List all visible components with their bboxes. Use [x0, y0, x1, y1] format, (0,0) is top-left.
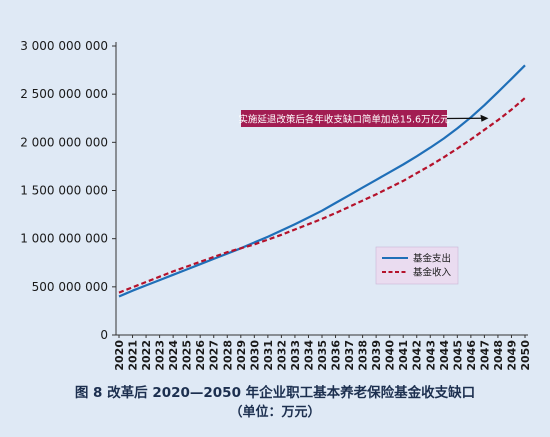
y-tick-label: 3 000 000 000 [20, 39, 108, 53]
annotation-text: 实施延退改策后各年收支缺口简单加总15.6万亿元 [238, 114, 450, 126]
x-tick-label: 2025 [181, 340, 194, 371]
y-tick-label: 2 000 000 000 [20, 135, 108, 149]
x-tick-label: 2034 [302, 340, 315, 371]
figure-caption: 图 8 改革后 2020—2050 年企业职工基本养老保险基金收支缺口 [74, 385, 476, 401]
y-tick-label: 2 500 000 000 [20, 87, 108, 101]
legend-box [375, 246, 459, 285]
annotation-arrowhead [480, 114, 489, 122]
x-tick-label: 2037 [343, 340, 356, 371]
x-tick-label: 2036 [330, 340, 343, 371]
x-tick-label: 2046 [465, 340, 478, 371]
y-tick-label: 500 000 000 [32, 280, 108, 294]
legend-label: 基金收入 [413, 267, 452, 279]
x-tick-label: 2020 [113, 340, 126, 371]
x-tick-label: 2042 [411, 340, 424, 371]
legend-label: 基金支出 [413, 253, 451, 265]
x-tick-label: 2027 [208, 340, 221, 371]
x-tick-label: 2023 [154, 340, 167, 371]
series-line-expenditure [118, 64, 526, 298]
x-tick-label: 2026 [194, 340, 207, 371]
x-tick-label: 2024 [167, 340, 180, 371]
x-tick-label: 2033 [289, 340, 302, 371]
y-tick-label: 1 500 000 000 [20, 184, 108, 198]
x-tick-label: 2028 [221, 340, 234, 371]
y-tick-label: 0 [100, 328, 108, 342]
x-tick-label: 2043 [424, 340, 437, 371]
x-tick-label: 2021 [127, 340, 140, 371]
x-tick-label: 2022 [140, 340, 153, 371]
x-tick-label: 2050 [519, 340, 532, 371]
x-tick-label: 2031 [262, 340, 275, 371]
x-tick-label: 2035 [316, 340, 329, 371]
figure-caption-unit: （单位：万元） [229, 405, 321, 420]
series-line-income [118, 97, 526, 294]
x-tick-label: 2039 [370, 340, 383, 371]
x-tick-label: 2038 [357, 340, 370, 371]
y-tick-label: 1 000 000 000 [20, 232, 108, 246]
x-tick-label: 2049 [505, 340, 518, 371]
annotation-box [241, 110, 447, 127]
x-tick-label: 2041 [397, 340, 410, 371]
x-tick-label: 2048 [492, 340, 505, 371]
x-tick-label: 2047 [478, 340, 491, 371]
x-tick-label: 2032 [275, 340, 288, 371]
x-tick-label: 2040 [384, 340, 397, 371]
x-tick-label: 2044 [438, 340, 451, 371]
x-tick-label: 2045 [451, 340, 464, 371]
x-tick-label: 2029 [235, 340, 248, 371]
x-tick-label: 2030 [248, 340, 261, 371]
